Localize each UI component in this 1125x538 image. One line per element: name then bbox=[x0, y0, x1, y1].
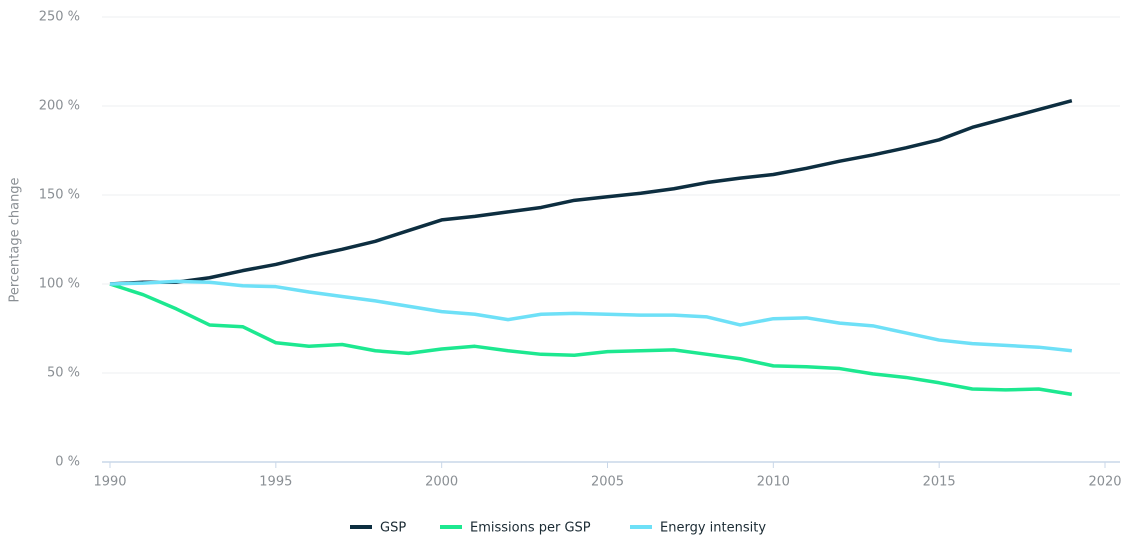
line-series bbox=[109, 279, 1073, 353]
x-tick-label: 2015 bbox=[923, 475, 956, 490]
legend-text: Energy intensity bbox=[660, 521, 766, 536]
legend-swatch bbox=[630, 525, 652, 529]
x-tick-label: 1990 bbox=[93, 475, 126, 490]
y-tick-label: 100 % bbox=[39, 277, 80, 292]
legend-text: Emissions per GSP bbox=[470, 521, 591, 536]
y-axis-label: Percentage change bbox=[8, 177, 23, 302]
y-tick-label: 150 % bbox=[39, 188, 80, 203]
x-tick-label: 2000 bbox=[425, 475, 458, 490]
x-tick-label: 2010 bbox=[757, 475, 790, 490]
y-tick-label: 50 % bbox=[47, 366, 80, 381]
y-tick-label: 0 % bbox=[55, 455, 80, 470]
x-tick-label: 2020 bbox=[1088, 475, 1121, 490]
legend-text: GSP bbox=[380, 521, 406, 536]
legend-swatch bbox=[350, 525, 372, 529]
y-tick-label: 200 % bbox=[39, 99, 80, 114]
legend-swatch bbox=[440, 525, 462, 529]
x-tick-label: 2005 bbox=[591, 475, 624, 490]
line-series bbox=[109, 98, 1073, 286]
x-tick-label: 1995 bbox=[259, 475, 292, 490]
line-series bbox=[109, 282, 1073, 397]
y-tick-label: 250 % bbox=[39, 10, 80, 25]
